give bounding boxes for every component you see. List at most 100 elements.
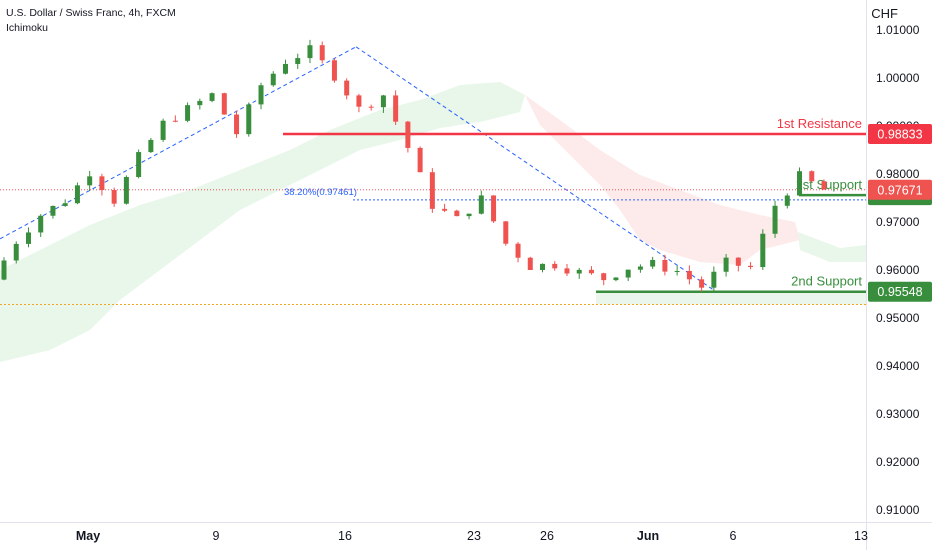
candle-body [136,152,142,177]
candle-body [809,171,815,182]
candle-body [723,257,729,272]
candle-body [613,277,619,281]
candle-body [821,181,827,190]
x-tick-label: May [76,529,100,543]
candle-body [748,265,754,268]
candle-body [735,257,741,266]
candle-body [503,221,509,244]
candle-body [686,270,692,280]
candle-body [552,263,558,269]
candle-body [270,73,276,86]
candle-body [282,63,288,74]
candle-body [246,104,252,135]
candle-body [625,269,631,278]
candle-body [148,139,154,153]
y-tick-label: 0.97000 [876,215,920,229]
y-tick-label: 0.95000 [876,311,920,325]
candle-body [797,171,803,196]
candle-body [123,176,129,204]
candle-body [527,257,533,270]
badge-value: 0.95548 [877,285,922,299]
candle-body [172,120,178,122]
candle-body [491,195,497,222]
badge-value: 0.98833 [877,128,922,142]
candle-body [295,58,301,64]
symbol-title: U.S. Dollar / Swiss Franc, 4h, FXCM [6,7,176,19]
fib-label: 38.20%(0.97461) [284,187,357,198]
candle-body [160,120,166,140]
candle-body [637,266,643,270]
cloud-bullish-right [798,232,866,262]
candle-body [478,195,484,214]
candle-body [111,190,117,204]
candle-body [662,259,668,272]
candle-body [564,268,570,274]
support-price-badge [868,281,932,302]
candle-body [393,95,399,122]
candle-body [221,93,227,115]
candle-body [454,210,460,217]
y-tick-label: 0.94000 [876,359,920,373]
level-label: 1st Support [796,177,863,192]
indicator-label: Ichimoku [6,22,49,34]
x-tick-label: 16 [338,529,352,543]
candle-body [1,260,7,280]
candle-body [588,269,594,274]
candle-body [442,208,448,211]
y-tick-label: 0.98000 [876,167,920,181]
candle-body [62,203,68,206]
candle-body [699,279,705,288]
x-tick-label: 13 [854,529,868,543]
y-tick-label: 0.91000 [876,503,920,517]
y-tick-label: 0.96000 [876,263,920,277]
candle-body [417,147,423,173]
candle-body [601,273,607,281]
candle-body [344,80,350,96]
currency-label: CHF [871,6,898,21]
candle-body [760,233,766,268]
candle-body [25,232,31,244]
x-tick-label: 9 [213,529,220,543]
candle-body [650,259,656,267]
x-tick-label: 6 [730,529,737,543]
uptrend-line [0,46,357,240]
y-tick-label: 1.00000 [876,71,920,85]
candle-body [209,93,215,101]
candle-body [197,100,203,106]
x-tick-label: Jun [637,529,659,543]
ichimoku-cloud [0,82,866,362]
candle-body [784,195,790,206]
candle-body [429,172,435,209]
y-tick-label: 0.93000 [876,407,920,421]
candle-body [74,185,80,204]
support-zone-fill [596,291,866,305]
candle-body [466,213,472,217]
downtrend-line [355,46,717,293]
level-label: 2nd Support [791,274,862,289]
candle-body [38,215,44,233]
candle-body [319,45,325,61]
candles [1,39,827,292]
x-tick-label: 23 [467,529,481,543]
candle-body [258,85,264,105]
candle-body [99,176,105,191]
current-price-badge [868,179,932,200]
candle-body [368,106,374,108]
cloud-bearish [525,95,800,265]
candle-body [540,263,546,270]
candle-body [380,95,386,108]
current-price-value: 0.97671 [877,183,922,197]
candle-body [87,176,93,186]
candle-body [234,114,240,135]
resistance-price-badge [868,124,932,145]
candle-body [515,243,521,258]
candle-body [356,95,362,107]
candle-body [674,270,680,272]
candle-body [185,105,191,121]
candle-body [13,243,19,261]
candle-body [711,271,717,288]
candle-body [50,205,56,216]
